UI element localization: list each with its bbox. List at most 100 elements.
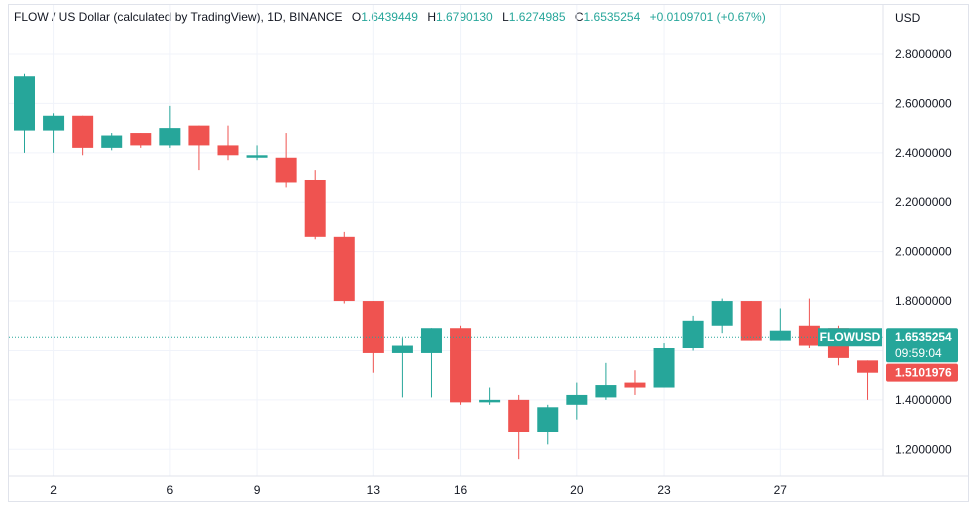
candle-up <box>682 315 704 351</box>
candle-down <box>217 125 239 161</box>
candle-down <box>740 301 762 341</box>
candle-up <box>711 298 733 334</box>
y-tick-label: 2.6000000 <box>895 96 952 110</box>
open-value: 1.6439449 <box>361 10 418 24</box>
candle-down <box>72 115 94 156</box>
y-tick-label: 1.8000000 <box>895 294 952 308</box>
candle-down <box>798 298 820 348</box>
candle-down <box>857 360 879 400</box>
symbol-description: FLOW / US Dollar (calculated by TradingV… <box>14 10 343 24</box>
candle-body <box>769 330 791 341</box>
countdown-label: 09:59:04 <box>895 346 942 360</box>
y-tick-label: 2.4000000 <box>895 146 952 160</box>
candle-up <box>246 145 268 161</box>
y-tick-label: 2.8000000 <box>895 47 952 61</box>
chart-frame <box>8 4 969 502</box>
candle-body <box>217 145 239 156</box>
y-tick-label: 2.0000000 <box>895 245 952 259</box>
candle-body <box>275 157 297 183</box>
candle-body <box>537 407 559 432</box>
x-tick-label: 13 <box>367 483 381 497</box>
candle-down <box>333 231 355 304</box>
candle-body <box>740 301 762 341</box>
candle-body <box>653 347 675 388</box>
candle-body <box>246 155 268 158</box>
candle-up <box>769 308 791 341</box>
close-label: C <box>574 10 584 24</box>
low-value: 1.6274985 <box>508 10 566 24</box>
candles <box>14 73 879 460</box>
close-value: 1.6535254 <box>583 10 641 24</box>
candle-body <box>43 115 65 131</box>
high-value: 1.6790130 <box>436 10 493 24</box>
y-tick-label: 2.2000000 <box>895 195 952 209</box>
candle-down <box>275 133 297 188</box>
x-tick-label: 23 <box>657 483 671 497</box>
candle-body <box>362 301 384 353</box>
candle-body <box>72 115 94 148</box>
candle-body <box>420 328 442 353</box>
candle-body <box>682 320 704 348</box>
candle-down <box>508 394 530 460</box>
symbol-legend: FLOW / US Dollar (calculated by TradingV… <box>14 10 766 24</box>
candle-body <box>14 76 35 131</box>
candle-body <box>188 125 210 146</box>
candle-up <box>566 382 588 420</box>
time-axis[interactable]: 2 6 9 13 16 20 23 27 <box>50 483 787 497</box>
candle-up <box>101 133 123 151</box>
y-tick-label: 1.4000000 <box>895 393 952 407</box>
candle-body <box>333 236 355 302</box>
candle-body <box>159 128 181 146</box>
price-axis[interactable]: 1.20000001.40000001.60000001.80000002.00… <box>895 47 952 456</box>
candle-down <box>188 125 210 171</box>
candle-body <box>566 394 588 405</box>
x-tick-label: 2 <box>50 483 57 497</box>
candle-up <box>14 73 35 153</box>
candle-body <box>101 135 123 148</box>
secondary-price-label: 1.5101976 <box>895 366 952 380</box>
candle-body <box>391 345 413 353</box>
candle-body <box>595 385 617 398</box>
x-tick-label: 9 <box>254 483 261 497</box>
candle-up <box>537 404 559 445</box>
candle-up <box>653 343 675 388</box>
x-tick-label: 20 <box>570 483 584 497</box>
candle-down <box>450 325 472 405</box>
x-tick-label: 27 <box>774 483 788 497</box>
candle-body <box>130 133 152 146</box>
candle-up <box>420 328 442 398</box>
price-labels: FLOWUSD 1.6535254 09:59:04 1.5101976 <box>818 328 958 382</box>
candle-up <box>595 362 617 400</box>
x-tick-label: 16 <box>454 483 468 497</box>
candle-down <box>362 301 384 373</box>
candle-body <box>798 325 820 346</box>
candle-body <box>508 399 530 432</box>
candle-body <box>624 382 646 388</box>
candle-down <box>624 370 646 395</box>
candle-up <box>391 338 413 398</box>
symbol-tag-text: FLOWUSD <box>820 330 881 344</box>
candle-up <box>479 387 501 405</box>
symbol-tag-bg <box>818 328 882 347</box>
change-value: +0.0109701 (+0.67%) <box>649 10 766 24</box>
currency-label: USD <box>895 11 921 25</box>
high-label: H <box>427 10 436 24</box>
candle-down <box>304 170 326 240</box>
secondary-price-label-bg <box>886 363 958 382</box>
x-tick-label: 6 <box>167 483 174 497</box>
y-tick-label: 1.2000000 <box>895 442 952 456</box>
grid-lines <box>9 5 883 476</box>
last-price-label-bg <box>886 328 958 363</box>
last-price-label: 1.6535254 <box>895 330 952 344</box>
candle-up <box>43 113 65 153</box>
low-label: L <box>502 10 509 24</box>
candle-down <box>130 133 152 148</box>
candle-up <box>159 105 181 148</box>
candle-body <box>857 360 879 373</box>
open-label: O <box>351 10 362 24</box>
candle-body <box>450 328 472 403</box>
candle-body <box>479 399 501 403</box>
candle-body <box>711 301 733 326</box>
candle-body <box>304 179 326 237</box>
